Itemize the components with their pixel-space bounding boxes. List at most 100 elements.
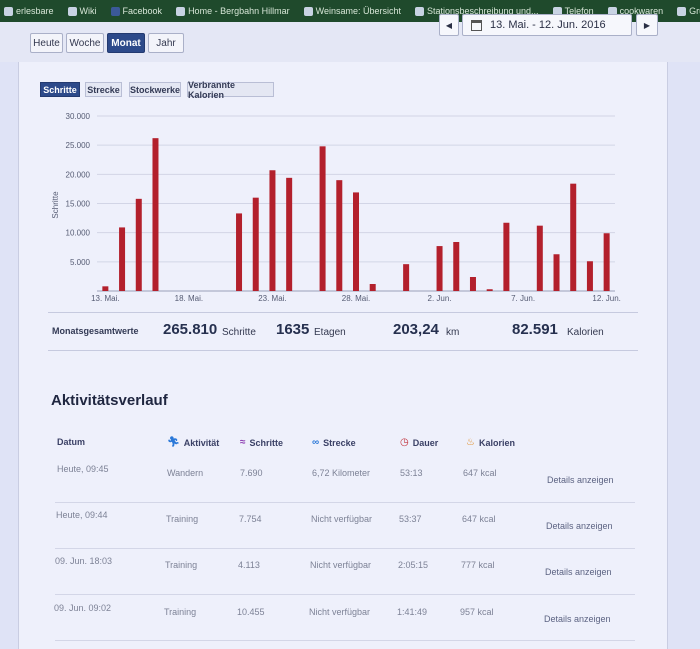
- row-activity: Training: [165, 560, 198, 571]
- bookmark-label: Facebook: [122, 6, 163, 16]
- bar-8.6[interactable]: [536, 225, 543, 291]
- bar-21.5[interactable]: [236, 213, 243, 291]
- footsteps-icon: ≈: [240, 437, 246, 448]
- x-tick-label: 23. Mai.: [258, 294, 286, 303]
- row-activity: Training: [164, 606, 197, 617]
- bookmark-icon: [67, 6, 77, 16]
- bookmark-item[interactable]: cookwaren: [607, 6, 663, 16]
- bookmark-label: Telefon: [564, 6, 594, 16]
- bookmark-item[interactable]: Facebook: [110, 6, 163, 16]
- details-link[interactable]: Details anzeigen: [547, 475, 614, 485]
- bookmark-item[interactable]: Home - Bergbahn Hillmar: [176, 6, 290, 16]
- y-tick-label: 10.000: [66, 229, 91, 238]
- tab-verbrannte-kalorien[interactable]: Verbrannte Kalorien: [187, 80, 274, 100]
- prev-period-button[interactable]: ◀: [439, 14, 459, 36]
- summary-divider-bottom: [48, 350, 638, 351]
- column-header-duration: ◷ Dauer: [400, 437, 439, 448]
- summary-steps-value: 265.810: [163, 321, 218, 338]
- bar-15.5[interactable]: [135, 198, 142, 291]
- bar-16.5[interactable]: [152, 138, 159, 291]
- details-link[interactable]: Details anzeigen: [545, 567, 612, 578]
- range-button-heute[interactable]: Heute: [30, 33, 63, 53]
- row-duration: 53:13: [400, 468, 423, 478]
- details-link[interactable]: Details anzeigen: [544, 613, 611, 624]
- range-button-monat[interactable]: Monat: [107, 33, 145, 53]
- row-duration: 2:05:15: [398, 560, 429, 571]
- x-tick-label: 13. Mai.: [91, 294, 119, 303]
- bar-5.6[interactable]: [486, 289, 493, 291]
- bar-10.6[interactable]: [570, 183, 577, 291]
- x-tick-label: 7. Jun.: [511, 294, 535, 303]
- content-panel: [18, 62, 668, 649]
- steps-bar-chart: 5.000 10.000 15.000 20.000 25.000 30.000 Schri…: [51, 112, 621, 303]
- range-button-woche[interactable]: Woche: [66, 33, 104, 53]
- bar-22.5[interactable]: [252, 197, 259, 291]
- bar-12.6[interactable]: [603, 233, 610, 291]
- bookmark-item[interactable]: Stationsbeschreibung und...: [414, 6, 539, 16]
- tab-schritte[interactable]: Schritte: [40, 82, 80, 97]
- details-link[interactable]: Details anzeigen: [546, 521, 613, 532]
- calendar-icon: [471, 19, 482, 31]
- bar-13.5[interactable]: [102, 286, 109, 291]
- bookmark-icon: [4, 6, 13, 16]
- bar-31.5[interactable]: [403, 264, 410, 291]
- column-header-distance: ∞ Strecke: [312, 437, 356, 448]
- x-tick-label: 2. Jun.: [428, 294, 452, 303]
- bookmark-label: Wiki: [79, 6, 97, 16]
- row-activity: Wandern: [167, 468, 204, 478]
- chevron-right-icon: ▶: [643, 20, 651, 30]
- bar-4.6[interactable]: [469, 277, 476, 291]
- clock-icon: ◷: [400, 437, 409, 448]
- row-date: 09. Jun. 09:02: [54, 602, 112, 613]
- bookmark-icon: [176, 6, 186, 16]
- summary-steps-unit: Schritte: [222, 327, 256, 338]
- bar-14.5[interactable]: [119, 227, 126, 291]
- row-duration: 53:37: [399, 514, 422, 525]
- row-steps: 7.754: [239, 514, 262, 525]
- bookmark-label: erlesbare: [16, 6, 54, 16]
- chevron-left-icon: ◀: [445, 20, 453, 30]
- y-tick-label: 25.000: [66, 141, 91, 150]
- tab-stockwerke[interactable]: Stockwerke: [129, 82, 181, 97]
- bookmark-item[interactable]: Telefon: [552, 6, 594, 16]
- row-calories: 647 kcal: [462, 514, 496, 525]
- bar-26.5[interactable]: [319, 146, 326, 291]
- bookmark-item[interactable]: Grundgerichte: [677, 6, 700, 16]
- summary-floors-value: 1635: [276, 321, 310, 338]
- row-distance: Nicht verfügbar: [309, 606, 371, 617]
- column-header-calories: ♨ Kalorien: [466, 437, 515, 448]
- next-period-button[interactable]: ▶: [636, 14, 658, 36]
- row-steps: 7.690: [240, 468, 263, 478]
- bookmark-item[interactable]: erlesbare: [4, 6, 54, 16]
- bookmark-item[interactable]: Weinsame: Übersicht: [303, 6, 401, 16]
- y-tick-label: 5.000: [70, 258, 91, 267]
- bar-27.5[interactable]: [336, 180, 343, 291]
- y-tick-label: 20.000: [66, 170, 91, 179]
- row-date: Heute, 09:44: [56, 510, 108, 521]
- tab-strecke[interactable]: Strecke: [85, 82, 122, 97]
- bar-23.5[interactable]: [269, 170, 276, 291]
- bookmark-label: Grundgerichte: [689, 6, 700, 16]
- bar-11.6[interactable]: [586, 261, 593, 291]
- bookmark-item[interactable]: Wiki: [67, 6, 97, 16]
- bar-29.5[interactable]: [369, 284, 376, 291]
- bar-3.6[interactable]: [453, 242, 460, 291]
- y-tick-label: 30.000: [66, 112, 91, 121]
- bar-24.5[interactable]: [286, 177, 293, 291]
- row-calories: 647 kcal: [463, 468, 497, 478]
- row-divider: [55, 502, 635, 503]
- row-activity: Training: [166, 514, 199, 525]
- bookmark-icon: [552, 6, 562, 16]
- range-button-jahr[interactable]: Jahr: [148, 33, 184, 53]
- bar-28.5[interactable]: [353, 192, 359, 291]
- row-duration: 1:41:49: [397, 606, 428, 617]
- facebook-icon: [110, 6, 120, 16]
- bar-2.6[interactable]: [436, 246, 443, 291]
- summary-calories-unit: Kalorien: [567, 327, 604, 338]
- bar-6.6[interactable]: [503, 222, 510, 291]
- summary-floors-unit: Etagen: [314, 327, 346, 338]
- row-steps: 4.113: [238, 560, 260, 571]
- summary-divider-top: [48, 312, 638, 313]
- date-range-field[interactable]: 13. Mai. - 12. Jun. 2016: [462, 14, 632, 36]
- bar-9.6[interactable]: [553, 254, 560, 291]
